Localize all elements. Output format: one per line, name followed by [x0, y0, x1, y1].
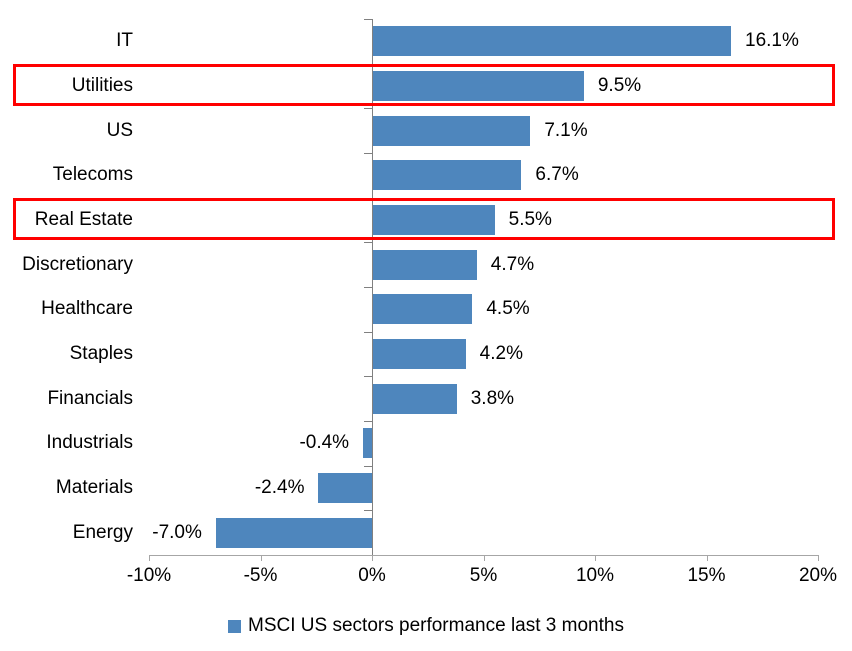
bar: [372, 160, 522, 191]
category-label: IT: [116, 30, 133, 52]
x-axis-tick: [595, 555, 596, 561]
bar: [372, 249, 477, 280]
category-tick: [364, 287, 372, 288]
category-label: Healthcare: [41, 298, 133, 320]
x-tick-label: 10%: [575, 565, 615, 586]
bar: [372, 115, 531, 146]
legend: MSCI US sectors performance last 3 month…: [0, 613, 852, 639]
x-tick-label: 0%: [358, 565, 386, 586]
category-tick: [364, 242, 372, 244]
bar-value-label: 3.8%: [470, 387, 515, 409]
category-tick: [364, 19, 372, 20]
y-axis-line: [372, 19, 373, 555]
category-label: Financials: [47, 387, 133, 409]
bar: [215, 517, 372, 548]
highlight-box: [13, 197, 835, 240]
category-tick: [364, 331, 372, 333]
x-tick-label: 5%: [469, 565, 498, 586]
legend-marker-icon: [228, 619, 242, 633]
category-tick: [364, 421, 372, 422]
bar-value-label: 9.5%: [597, 75, 642, 96]
bar: [318, 473, 372, 503]
bar: [372, 294, 473, 325]
category-label: Discretionary: [22, 253, 133, 275]
category-label: Industrials: [46, 432, 133, 454]
category-tick: [364, 465, 372, 467]
legend-label: MSCI US sectors performance last 3 month…: [248, 615, 624, 636]
category-label: Real Estate: [34, 209, 133, 230]
bar: [372, 339, 466, 369]
bar-value-label: 4.2%: [479, 343, 523, 364]
x-tick-label: 20%: [798, 565, 838, 586]
x-axis-tick: [260, 555, 262, 561]
x-tick-label: 15%: [687, 565, 726, 586]
x-tick-label: -10%: [126, 565, 172, 586]
bar-value-label: 4.5%: [486, 298, 530, 320]
bar-value-label: 5.5%: [508, 209, 552, 230]
category-label: Telecoms: [52, 164, 133, 186]
category-tick: [364, 510, 372, 512]
x-axis-tick: [149, 555, 150, 561]
category-tick: [364, 376, 372, 378]
x-axis-tick: [372, 555, 373, 561]
x-tick-label: -5%: [243, 565, 278, 586]
category-label: Energy: [72, 521, 133, 543]
bar: [372, 383, 457, 414]
bar-value-label: 6.7%: [535, 164, 579, 186]
bar-value-label: -7.0%: [152, 521, 202, 543]
x-axis-tick: [483, 555, 485, 561]
category-label: Materials: [55, 477, 133, 498]
category-tick: [364, 153, 372, 154]
bar-value-label: 16.1%: [745, 30, 799, 52]
bar: [372, 205, 495, 235]
category-label: US: [106, 119, 133, 141]
bar: [372, 71, 584, 101]
category-tick: [364, 108, 372, 110]
x-axis-tick: [706, 555, 708, 561]
bar: [372, 26, 732, 57]
category-label: Utilities: [71, 75, 133, 96]
bar-value-label: -0.4%: [299, 432, 350, 454]
highlight-box: [13, 63, 835, 106]
bar-value-label: 4.7%: [490, 253, 535, 275]
bar-value-label: -2.4%: [254, 477, 305, 498]
category-label: Staples: [69, 343, 133, 364]
x-axis-tick: [818, 555, 819, 561]
bar: [363, 428, 372, 459]
bar-value-label: 7.1%: [544, 119, 588, 141]
